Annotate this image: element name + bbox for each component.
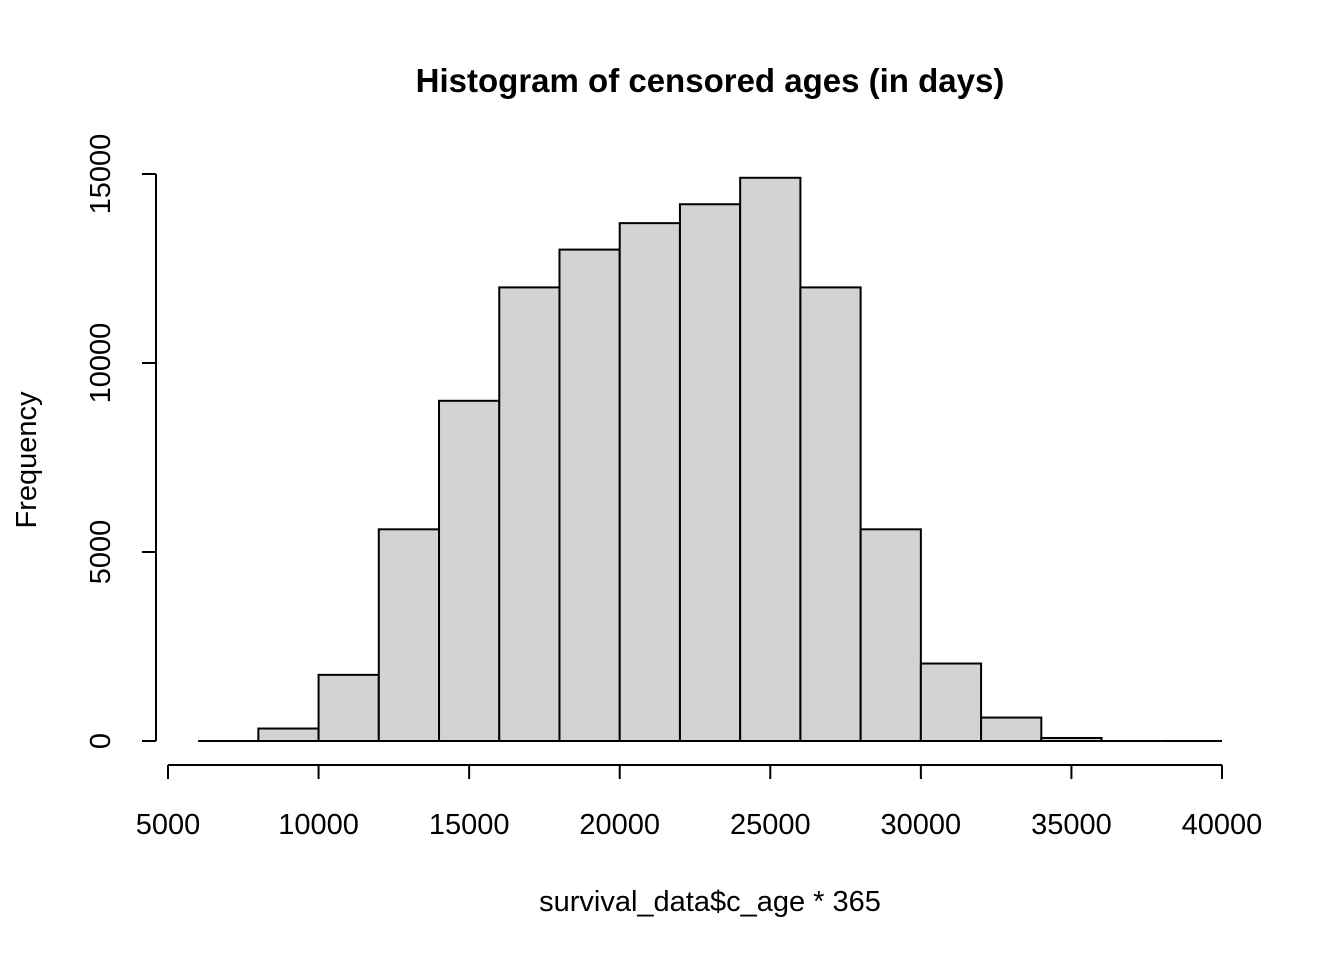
histogram-bar (739, 176, 802, 742)
histogram-bar (919, 662, 983, 743)
x-tick-label: 40000 (1182, 809, 1263, 841)
x-axis: 5000 10000 15000 20000 25000 30000 35000 40000 (136, 764, 1263, 841)
y-axis-label: Frequency (11, 391, 43, 529)
histogram-bar (618, 222, 681, 742)
histogram-bar (1040, 736, 1103, 743)
histogram-bar (438, 399, 501, 742)
histogram-bar (859, 528, 922, 742)
histogram-bar (558, 248, 621, 742)
x-tick-label: 30000 (881, 809, 962, 841)
y-tick-label: 5000 (85, 520, 117, 585)
y-tick-label: 0 (85, 733, 117, 749)
x-tick-label: 10000 (278, 809, 359, 841)
x-tick-label: 25000 (730, 809, 811, 841)
x-tick-label: 5000 (136, 809, 201, 841)
histogram-bar (317, 673, 380, 742)
x-axis-label: survival_data$c_age * 365 (539, 886, 881, 918)
y-tick-label: 10000 (85, 323, 117, 404)
histogram-bar (377, 528, 441, 742)
x-tick-label: 20000 (579, 809, 660, 841)
histogram-bar (799, 286, 862, 742)
histogram-bar (980, 716, 1043, 743)
histogram-bar (257, 727, 320, 743)
x-tick-label: 35000 (1031, 809, 1112, 841)
y-tick-label: 15000 (85, 134, 117, 215)
histogram-bar (678, 203, 742, 743)
chart-title: Histogram of censored ages (in days) (416, 62, 1005, 99)
histogram-bars (198, 176, 1222, 743)
x-tick-label: 15000 (429, 809, 510, 841)
histogram-bar (498, 286, 561, 742)
y-axis: 0 5000 10000 15000 (85, 134, 157, 749)
